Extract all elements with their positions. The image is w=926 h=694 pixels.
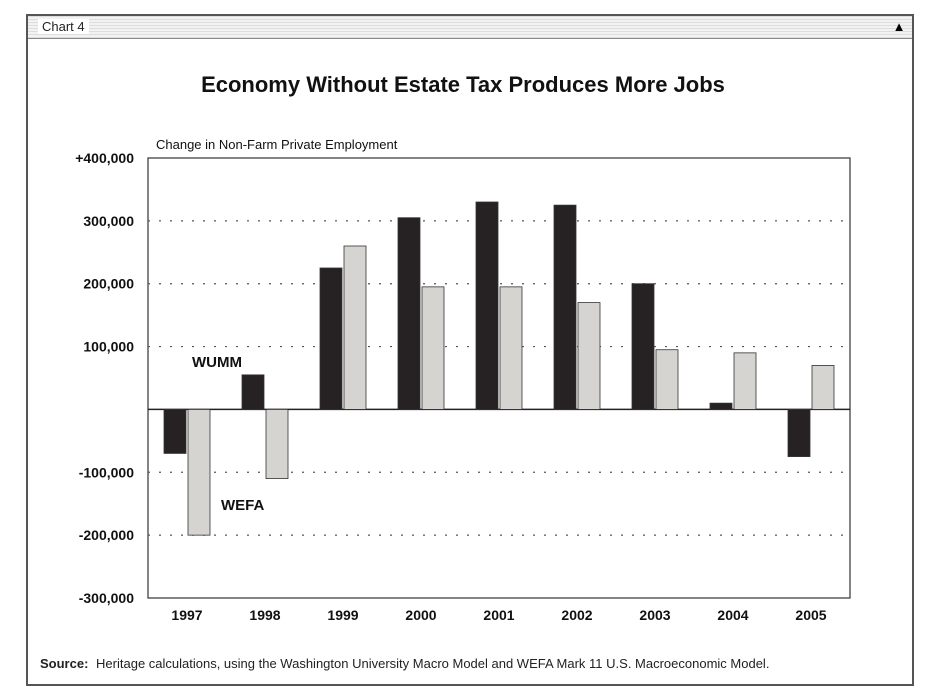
series-label-wefa: WEFA — [221, 497, 264, 514]
bar-wumm-2003 — [631, 283, 655, 410]
bar-wumm-1999 — [319, 267, 343, 410]
chart-title: Economy Without Estate Tax Produces More… — [201, 72, 725, 97]
x-tick-label: 2005 — [795, 607, 826, 623]
y-tick-label: +400,000 — [75, 150, 134, 166]
chart-tab-label[interactable]: Chart 4 — [38, 19, 89, 34]
plot-frame — [147, 157, 851, 599]
x-tick-label: 1998 — [249, 607, 280, 623]
x-tick-label: 2000 — [405, 607, 436, 623]
x-tick-label: 2003 — [639, 607, 670, 623]
y-tick-label: -300,000 — [79, 590, 134, 606]
x-tick-label: 1999 — [327, 607, 358, 623]
bar-wumm-2000 — [397, 217, 421, 410]
bar-wefa-2004 — [733, 352, 757, 410]
y-tick-label: 200,000 — [83, 276, 134, 292]
bar-wumm-1997 — [163, 409, 187, 454]
bar-wumm-1998 — [241, 374, 265, 410]
source-text: Heritage calculations, using the Washing… — [96, 656, 770, 671]
chart-window: Chart 4 ▲ — [26, 14, 914, 686]
bar-wumm-2005 — [787, 409, 811, 457]
bar-wefa-2000 — [421, 286, 445, 410]
y-axis-label: Change in Non-Farm Private Employment — [156, 137, 398, 152]
y-tick-label: 100,000 — [83, 339, 134, 355]
x-tick-label: 2001 — [483, 607, 514, 623]
series-label-wumm: WUMM — [192, 354, 242, 371]
bar-wefa-2003 — [655, 349, 679, 410]
bar-wefa-1998 — [265, 409, 289, 479]
y-tick-label: -200,000 — [79, 527, 134, 543]
pin-icon[interactable]: ▲ — [892, 19, 906, 34]
bar-wefa-2005 — [811, 365, 835, 410]
x-tick-label: 2004 — [717, 607, 748, 623]
y-tick-label: 300,000 — [83, 213, 134, 229]
bar-wumm-2001 — [475, 201, 499, 410]
x-tick-label: 2002 — [561, 607, 592, 623]
bar-wefa-2002 — [577, 302, 601, 410]
x-tick-label: 1997 — [171, 607, 202, 623]
bar-wefa-1999 — [343, 245, 367, 410]
bar-wefa-1997 — [187, 409, 211, 536]
window-tab-bar: Chart 4 ▲ — [28, 16, 912, 39]
bar-wumm-2004 — [709, 402, 733, 410]
bar-wumm-2002 — [553, 204, 577, 410]
bar-wefa-2001 — [499, 286, 523, 410]
source-note: Source: Heritage calculations, using the… — [40, 656, 769, 671]
y-tick-label: -100,000 — [79, 464, 134, 480]
source-label: Source: — [40, 656, 89, 671]
